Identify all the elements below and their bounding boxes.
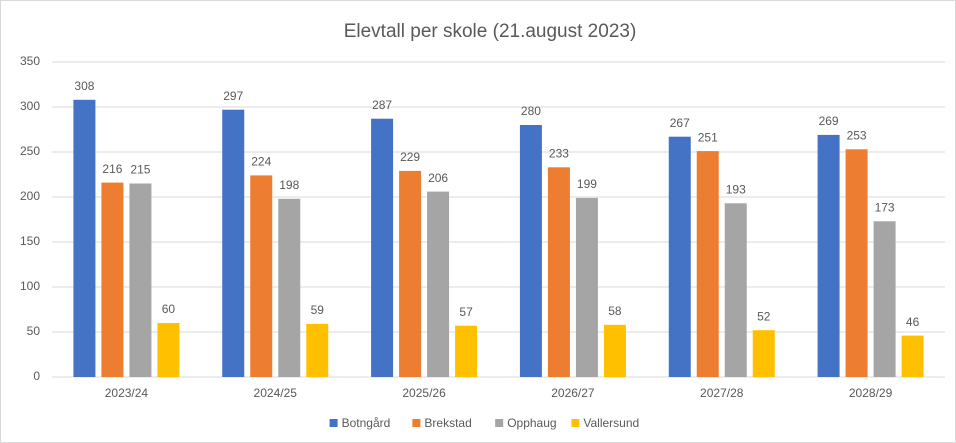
bar	[157, 323, 180, 377]
data-label: 52	[757, 309, 771, 323]
data-label: 206	[428, 171, 448, 185]
bar	[547, 167, 570, 377]
data-label: 193	[726, 182, 746, 196]
data-label: 253	[847, 128, 867, 142]
data-label: 216	[102, 162, 122, 176]
data-label: 60	[162, 302, 176, 316]
legend-label: Botngård	[342, 416, 391, 430]
data-label: 297	[223, 89, 243, 103]
bar	[278, 198, 301, 377]
y-tick-label: 150	[20, 234, 40, 248]
x-tick-label: 2023/24	[105, 386, 149, 400]
x-tick-label: 2026/27	[551, 386, 595, 400]
bar	[817, 134, 840, 377]
legend-swatch	[329, 419, 338, 427]
data-label: 58	[608, 304, 622, 318]
bar	[371, 118, 394, 377]
data-label: 224	[251, 155, 271, 169]
data-label: 287	[372, 98, 392, 112]
bar	[306, 323, 329, 377]
x-tick-label: 2028/29	[849, 386, 893, 400]
legend-label: Brekstad	[424, 416, 471, 430]
x-tick-label: 2027/28	[700, 386, 744, 400]
data-label: 57	[459, 305, 473, 319]
bar	[73, 99, 96, 378]
bar	[129, 183, 152, 377]
bar	[519, 125, 542, 377]
data-label: 199	[577, 177, 597, 191]
y-tick-label: 300	[20, 99, 40, 113]
data-label: 215	[130, 163, 150, 177]
y-tick-label: 0	[33, 369, 40, 383]
bar	[222, 109, 245, 377]
data-label: 280	[521, 104, 541, 118]
legend-label: Opphaug	[507, 416, 556, 430]
legend-swatch	[495, 419, 504, 427]
data-label: 173	[875, 200, 895, 214]
data-label: 46	[906, 315, 920, 329]
y-tick-label: 350	[20, 54, 40, 68]
bar	[724, 203, 747, 377]
legend-swatch	[412, 419, 421, 427]
data-label: 269	[819, 114, 839, 128]
y-tick-label: 50	[27, 324, 41, 338]
bar	[873, 221, 896, 377]
bar	[752, 330, 775, 377]
bar	[399, 170, 422, 377]
y-tick-label: 250	[20, 144, 40, 158]
data-label: 198	[279, 178, 299, 192]
data-label: 308	[74, 79, 94, 93]
bar	[901, 335, 924, 377]
bar	[427, 191, 450, 377]
data-label: 267	[670, 116, 690, 130]
bar	[668, 136, 691, 377]
bar	[603, 324, 626, 377]
chart-title: Elevtall per skole (21.august 2023)	[344, 21, 637, 42]
x-tick-label: 2024/25	[254, 386, 298, 400]
bar	[455, 325, 478, 377]
legend-label: Vallersund	[583, 416, 639, 430]
data-label: 233	[549, 146, 569, 160]
bar	[250, 175, 273, 377]
y-tick-label: 100	[20, 279, 40, 293]
data-label: 59	[311, 303, 325, 317]
data-label: 229	[400, 150, 420, 164]
y-tick-label: 200	[20, 189, 40, 203]
bar	[575, 197, 598, 377]
bar	[101, 182, 124, 377]
legend-swatch	[571, 419, 580, 427]
bar	[845, 149, 868, 377]
data-label: 251	[698, 130, 718, 144]
x-tick-label: 2025/26	[402, 386, 446, 400]
bar	[696, 151, 719, 377]
